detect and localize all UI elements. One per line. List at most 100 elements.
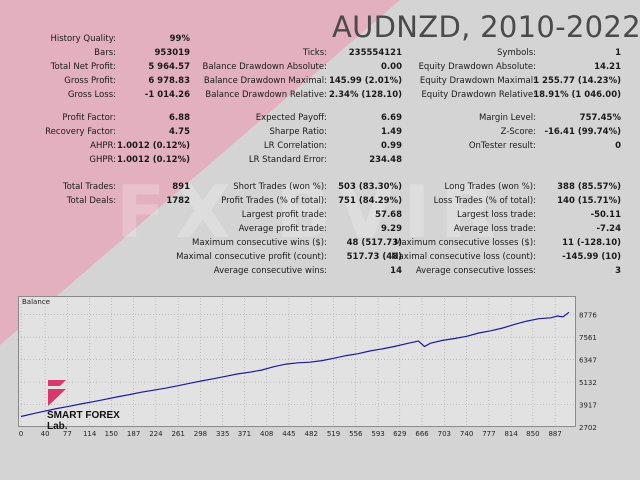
x-tick-label: 150 (105, 430, 118, 438)
stat-label-average-loss-trade: Average loss trade: (453, 224, 536, 234)
stat-value-maximal-consecutive-profit-count: 517.73 (48) (346, 252, 402, 262)
stat-value-profit-factor: 6.88 (169, 113, 190, 123)
balance-chart-frame (18, 296, 576, 427)
stat-label-sharpe-ratio: Sharpe Ratio: (269, 127, 328, 137)
brand-logo-icon (48, 380, 66, 406)
stat-label-average-consecutive-wins: Average consecutive wins: (213, 266, 327, 276)
stat-label-largest-profit-trade: Largest profit trade: (241, 210, 327, 220)
x-tick-label: 556 (349, 430, 363, 438)
x-tick-label: 666 (415, 430, 429, 438)
stat-value-balance-drawdown-absolute: 0.00 (381, 62, 402, 72)
stat-label-largest-loss-trade: Largest loss trade: (456, 210, 536, 220)
stat-value-equity-drawdown-relative: 18.91% (1 046.00) (533, 90, 621, 100)
stat-value-total-trades: 891 (172, 182, 190, 192)
background-pink-diagonal (0, 0, 400, 345)
stat-label-recovery-factor: Recovery Factor: (45, 127, 116, 137)
stat-value-lr-standard-error: 234.48 (369, 155, 402, 165)
stat-value-total-net-profit: 5 964.57 (148, 62, 190, 72)
x-tick-label: 77 (63, 430, 72, 438)
stat-label-equity-drawdown-relative: Equity Drawdown Relative: (421, 90, 536, 100)
x-tick-label: 850 (526, 430, 539, 438)
stat-value-average-consecutive-losses: 3 (615, 266, 621, 276)
stat-value-recovery-factor: 4.75 (169, 127, 190, 137)
stat-value-ticks: 235554121 (348, 48, 402, 58)
stat-label-ghpr: GHPR: (89, 155, 116, 165)
stat-value-average-profit-trade: 9.29 (381, 224, 402, 234)
stat-label-history-quality: History Quality: (50, 34, 116, 44)
x-tick-label: 40 (41, 430, 50, 438)
x-tick-label: 445 (282, 430, 295, 438)
stat-label-maximum-consecutive-losses: Maximum consecutive losses ($): (394, 238, 536, 248)
stat-value-profit-trades-of-total: 751 (84.29%) (338, 196, 402, 206)
x-tick-label: 593 (371, 430, 384, 438)
y-tick-label: 8776 (579, 312, 597, 320)
y-tick-label: 2702 (579, 424, 597, 432)
y-tick-label: 5132 (579, 379, 597, 387)
brand-name: SMART FOREX Lab. (47, 410, 120, 432)
stat-label-gross-profit: Gross Profit: (64, 76, 116, 86)
stat-value-short-trades-won: 503 (83.30%) (338, 182, 402, 192)
stat-label-maximal-consecutive-loss-count: Maximal consecutive loss (count): (391, 252, 536, 262)
stat-value-symbols: 1 (615, 48, 621, 58)
stat-label-total-deals: Total Deals: (66, 196, 116, 206)
x-tick-label: 482 (305, 430, 318, 438)
stat-value-equity-drawdown-absolute: 14.21 (594, 62, 621, 72)
stat-value-maximum-consecutive-wins: 48 (517.73) (346, 238, 402, 248)
x-tick-label: 740 (460, 430, 473, 438)
stat-label-bars: Bars: (94, 48, 116, 58)
x-tick-label: 298 (194, 430, 207, 438)
stat-label-ticks: Ticks: (302, 48, 327, 58)
stat-label-lr-correlation: LR Correlation: (263, 141, 327, 151)
stat-label-gross-loss: Gross Loss: (67, 90, 116, 100)
stat-label-balance-drawdown-maximal: Balance Drawdown Maximal: (203, 76, 327, 86)
x-tick-label: 224 (149, 430, 163, 438)
stat-value-balance-drawdown-maximal: 145.99 (2.01%) (328, 76, 402, 86)
stat-value-largest-profit-trade: 57.68 (375, 210, 402, 220)
y-tick-label: 3917 (579, 402, 597, 410)
stat-value-average-consecutive-wins: 14 (390, 266, 402, 276)
stat-label-margin-level: Margin Level: (478, 113, 536, 123)
stat-value-ontester-result: 0 (615, 141, 621, 151)
stat-value-maximal-consecutive-loss-count: -145.99 (10) (562, 252, 621, 262)
stat-value-average-loss-trade: -7.24 (596, 224, 622, 234)
stat-label-short-trades-won: Short Trades (won %): (233, 182, 327, 192)
stat-value-ghpr: 1.0012 (0.12%) (116, 155, 190, 165)
stat-label-lr-standard-error: LR Standard Error: (248, 155, 327, 165)
stat-value-maximum-consecutive-losses: 11 (-128.10) (562, 238, 621, 248)
stat-label-loss-trades-of-total: Loss Trades (% of total): (433, 196, 536, 206)
watermark-text: FX BVIR (116, 170, 506, 254)
report-stats-table: History Quality: 99% Bars: 953019 Ticks: 2355… (45, 34, 622, 276)
stat-value-z-score: -16.41 (99.74%) (544, 127, 621, 137)
stat-value-sharpe-ratio: 1.49 (381, 127, 402, 137)
x-tick-label: 114 (83, 430, 97, 438)
x-tick-label: 814 (504, 430, 518, 438)
stat-value-long-trades-won: 388 (85.57%) (557, 182, 621, 192)
stat-label-maximal-consecutive-profit-count: Maximal consecutive profit (count): (176, 252, 327, 262)
x-tick-label: 408 (260, 430, 273, 438)
x-tick-label: 261 (171, 430, 184, 438)
stat-label-average-consecutive-losses: Average consecutive losses: (415, 266, 536, 276)
stat-value-gross-profit: 6 978.83 (148, 76, 190, 86)
page-title: AUDNZD, 2010-2022 (332, 10, 640, 44)
stat-value-ahpr: 1.0012 (0.12%) (116, 141, 190, 151)
stat-label-symbols: Symbols: (497, 48, 536, 58)
y-tick-label: 7561 (579, 334, 597, 342)
stat-label-balance-drawdown-absolute: Balance Drawdown Absolute: (202, 62, 327, 72)
stat-label-maximum-consecutive-wins: Maximum consecutive wins ($): (192, 238, 327, 248)
stat-value-gross-loss: -1 014.26 (144, 90, 190, 100)
stat-value-history-quality: 99% (169, 34, 190, 44)
stat-label-ontester-result: OnTester result: (468, 141, 536, 151)
stat-label-equity-drawdown-absolute: Equity Drawdown Absolute: (418, 62, 536, 72)
x-tick-label: 703 (438, 430, 451, 438)
x-tick-label: 777 (482, 430, 495, 438)
stat-value-loss-trades-of-total: 140 (15.71%) (557, 196, 621, 206)
balance-series-line (20, 311, 570, 418)
x-tick-label: 0 (19, 430, 23, 438)
x-tick-label: 629 (393, 430, 406, 438)
stat-label-balance-drawdown-relative: Balance Drawdown Relative: (205, 90, 327, 100)
x-tick-label: 371 (238, 430, 251, 438)
stat-value-total-deals: 1782 (166, 196, 190, 206)
stat-label-expected-payoff: Expected Payoff: (255, 113, 327, 123)
stat-value-largest-loss-trade: -50.11 (590, 210, 621, 220)
